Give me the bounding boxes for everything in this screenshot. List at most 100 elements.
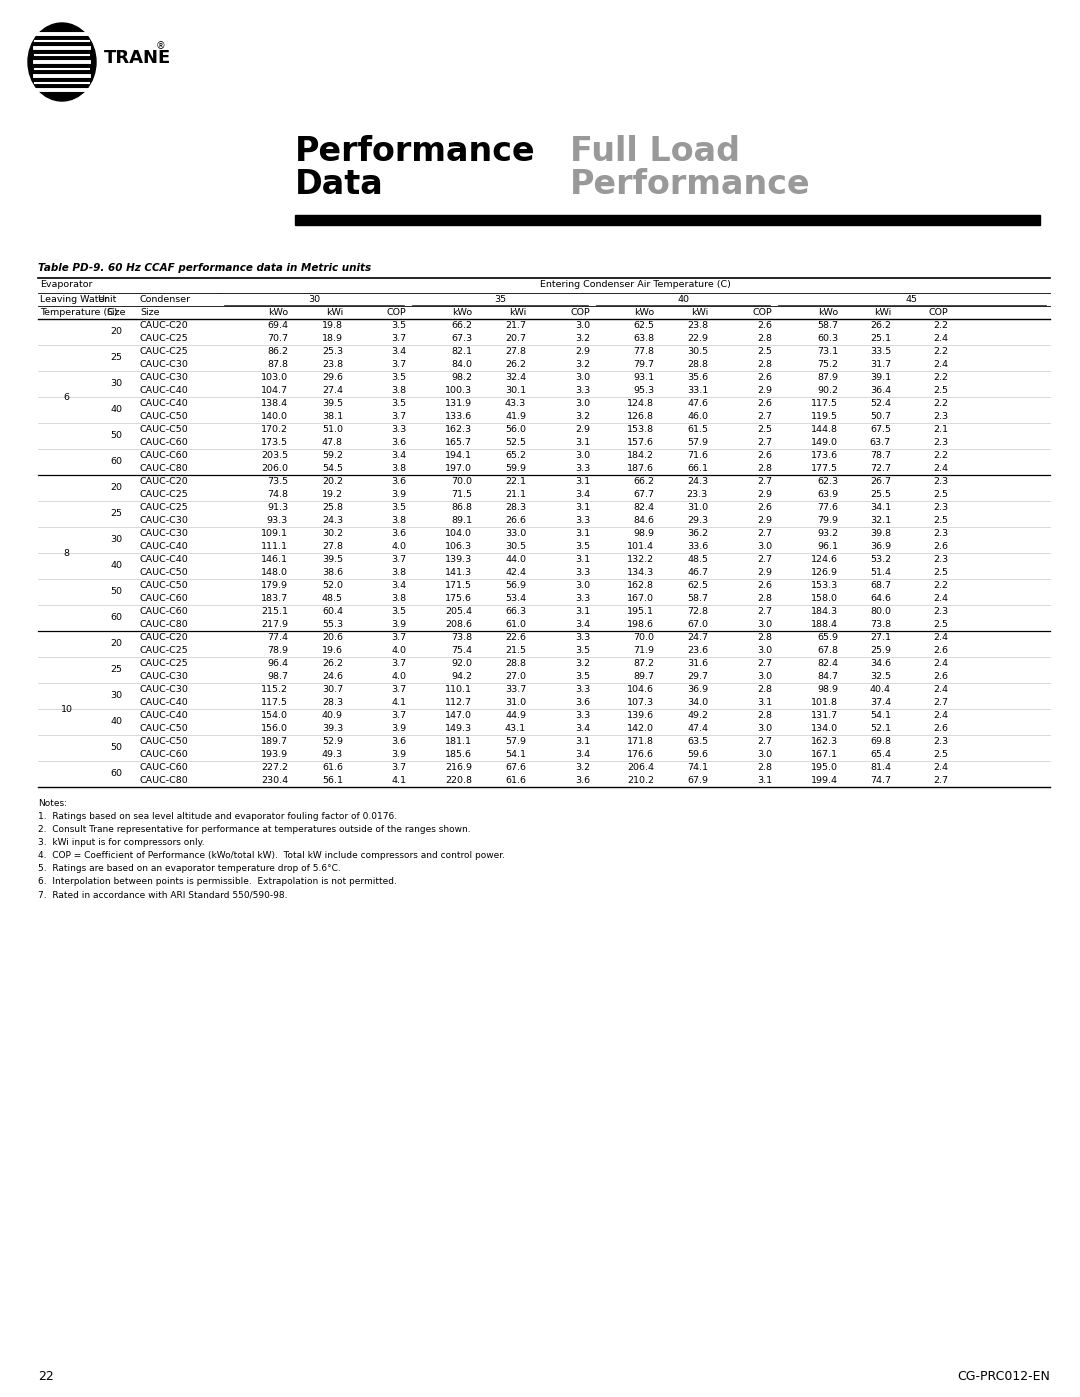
Text: 104.7: 104.7 bbox=[261, 386, 288, 395]
Text: 3.8: 3.8 bbox=[391, 594, 406, 604]
Text: CAUC-C25: CAUC-C25 bbox=[140, 490, 189, 499]
Text: 56.9: 56.9 bbox=[505, 581, 526, 590]
Text: 3.4: 3.4 bbox=[575, 750, 590, 759]
Text: CAUC-C50: CAUC-C50 bbox=[140, 738, 189, 746]
Text: 35.6: 35.6 bbox=[687, 373, 708, 381]
Text: 2.8: 2.8 bbox=[757, 685, 772, 694]
Text: CAUC-C60: CAUC-C60 bbox=[140, 763, 189, 773]
Text: 60: 60 bbox=[110, 770, 122, 778]
Text: 230.4: 230.4 bbox=[261, 775, 288, 785]
Text: 162.3: 162.3 bbox=[445, 425, 472, 434]
Text: Condenser: Condenser bbox=[140, 295, 191, 305]
Text: 66.2: 66.2 bbox=[451, 321, 472, 330]
Text: 3.5: 3.5 bbox=[391, 608, 406, 616]
Text: 184.2: 184.2 bbox=[627, 451, 654, 460]
Text: 111.1: 111.1 bbox=[261, 542, 288, 550]
Text: CAUC-C50: CAUC-C50 bbox=[140, 569, 189, 577]
Text: 2.6: 2.6 bbox=[757, 451, 772, 460]
Text: 87.9: 87.9 bbox=[816, 373, 838, 381]
Text: 40.4: 40.4 bbox=[870, 685, 891, 694]
Text: 37.4: 37.4 bbox=[869, 698, 891, 707]
Text: 3.3: 3.3 bbox=[391, 425, 406, 434]
Text: CAUC-C60: CAUC-C60 bbox=[140, 750, 189, 759]
Text: 195.0: 195.0 bbox=[811, 763, 838, 773]
Text: 2.3: 2.3 bbox=[933, 608, 948, 616]
Text: 28.8: 28.8 bbox=[505, 659, 526, 668]
Text: CAUC-C30: CAUC-C30 bbox=[140, 515, 189, 525]
Text: 43.3: 43.3 bbox=[504, 400, 526, 408]
Text: 98.2: 98.2 bbox=[451, 373, 472, 381]
Text: 3.6: 3.6 bbox=[391, 439, 406, 447]
Text: 3.7: 3.7 bbox=[391, 685, 406, 694]
Text: 117.5: 117.5 bbox=[261, 698, 288, 707]
Text: 220.8: 220.8 bbox=[445, 775, 472, 785]
Text: 3.3: 3.3 bbox=[575, 464, 590, 474]
Text: 20.2: 20.2 bbox=[322, 476, 343, 486]
Text: 3.2: 3.2 bbox=[575, 334, 590, 344]
Text: 176.6: 176.6 bbox=[627, 750, 654, 759]
Text: 2.2: 2.2 bbox=[933, 373, 948, 381]
Text: CAUC-C25: CAUC-C25 bbox=[140, 659, 189, 668]
Text: 66.3: 66.3 bbox=[504, 608, 526, 616]
Text: 67.0: 67.0 bbox=[687, 620, 708, 629]
Text: 50.7: 50.7 bbox=[870, 412, 891, 420]
Text: 171.8: 171.8 bbox=[627, 738, 654, 746]
Text: 3.1: 3.1 bbox=[575, 529, 590, 538]
Text: 134.0: 134.0 bbox=[811, 724, 838, 733]
Text: 40: 40 bbox=[110, 562, 122, 570]
Text: 78.7: 78.7 bbox=[870, 451, 891, 460]
Text: 61.6: 61.6 bbox=[505, 775, 526, 785]
Text: 54.1: 54.1 bbox=[505, 750, 526, 759]
Text: 2.1: 2.1 bbox=[933, 425, 948, 434]
Text: 25: 25 bbox=[110, 353, 122, 362]
Text: 95.3: 95.3 bbox=[633, 386, 654, 395]
Text: 2.4: 2.4 bbox=[933, 659, 948, 668]
Text: 3.3: 3.3 bbox=[575, 386, 590, 395]
Text: 24.7: 24.7 bbox=[687, 633, 708, 643]
Text: 64.6: 64.6 bbox=[870, 594, 891, 604]
Text: 2.7: 2.7 bbox=[757, 412, 772, 420]
Text: 31.0: 31.0 bbox=[687, 503, 708, 511]
Text: 3.7: 3.7 bbox=[391, 334, 406, 344]
Text: 2.4: 2.4 bbox=[933, 685, 948, 694]
Text: Data: Data bbox=[295, 168, 383, 201]
Text: 19.8: 19.8 bbox=[322, 321, 343, 330]
Text: 117.5: 117.5 bbox=[811, 400, 838, 408]
Text: 78.9: 78.9 bbox=[267, 645, 288, 655]
Text: 203.5: 203.5 bbox=[261, 451, 288, 460]
Text: 26.7: 26.7 bbox=[870, 476, 891, 486]
Text: 3.7: 3.7 bbox=[391, 763, 406, 773]
Text: COP: COP bbox=[387, 307, 406, 317]
Text: CAUC-C60: CAUC-C60 bbox=[140, 451, 189, 460]
Text: 32.1: 32.1 bbox=[869, 515, 891, 525]
Text: CAUC-C20: CAUC-C20 bbox=[140, 476, 189, 486]
Text: 3.8: 3.8 bbox=[391, 386, 406, 395]
Text: Leaving Water: Leaving Water bbox=[40, 295, 108, 305]
Text: 3.2: 3.2 bbox=[575, 659, 590, 668]
Text: 188.4: 188.4 bbox=[811, 620, 838, 629]
Text: 3.4: 3.4 bbox=[391, 581, 406, 590]
Text: 3.1: 3.1 bbox=[575, 555, 590, 564]
Text: 49.2: 49.2 bbox=[687, 711, 708, 719]
Text: 2.4: 2.4 bbox=[933, 360, 948, 369]
Text: 52.5: 52.5 bbox=[505, 439, 526, 447]
Text: 89.7: 89.7 bbox=[633, 672, 654, 680]
Text: 59.6: 59.6 bbox=[687, 750, 708, 759]
Text: CAUC-C40: CAUC-C40 bbox=[140, 386, 189, 395]
Text: 60.4: 60.4 bbox=[322, 608, 343, 616]
Text: 36.4: 36.4 bbox=[869, 386, 891, 395]
Text: 22.1: 22.1 bbox=[505, 476, 526, 486]
Text: 77.4: 77.4 bbox=[267, 633, 288, 643]
Text: 52.1: 52.1 bbox=[870, 724, 891, 733]
Text: 21.1: 21.1 bbox=[505, 490, 526, 499]
Text: 177.5: 177.5 bbox=[811, 464, 838, 474]
Text: 86.8: 86.8 bbox=[451, 503, 472, 511]
Text: 3.5: 3.5 bbox=[391, 321, 406, 330]
Text: 70.0: 70.0 bbox=[633, 633, 654, 643]
Text: 2.5: 2.5 bbox=[933, 750, 948, 759]
Text: 144.8: 144.8 bbox=[811, 425, 838, 434]
Text: 38.1: 38.1 bbox=[322, 412, 343, 420]
Text: 2.6: 2.6 bbox=[757, 321, 772, 330]
Text: 2.2: 2.2 bbox=[933, 321, 948, 330]
Text: 7.  Rated in accordance with ARI Standard 550/590-98.: 7. Rated in accordance with ARI Standard… bbox=[38, 890, 287, 900]
